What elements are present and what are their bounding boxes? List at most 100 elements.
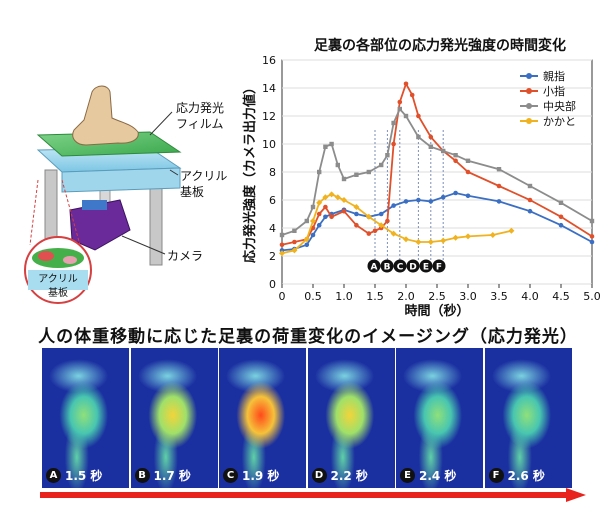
data-point bbox=[323, 144, 328, 149]
x-axis-label: 時間（秒） bbox=[404, 303, 469, 319]
x-tick-label: 4.5 bbox=[552, 290, 570, 303]
data-point bbox=[372, 228, 378, 234]
data-point bbox=[453, 158, 458, 164]
inset-label-2: 基板 bbox=[48, 286, 68, 299]
panel-label: E 2.4 秒 bbox=[400, 467, 456, 484]
data-point bbox=[416, 134, 421, 140]
y-tick-label: 14 bbox=[262, 82, 276, 95]
y-tick-label: 12 bbox=[262, 110, 276, 123]
panel-label: B 1.7 秒 bbox=[134, 467, 191, 484]
footprint-panel-d: D 2.2 秒 bbox=[307, 348, 395, 488]
panel-label: A 1.5 秒 bbox=[46, 467, 102, 484]
data-point bbox=[465, 169, 471, 175]
data-point bbox=[465, 193, 471, 199]
data-point bbox=[279, 232, 285, 238]
film-label-1: 応力発光 bbox=[176, 101, 224, 115]
data-point bbox=[391, 120, 396, 126]
panel-time: 2.2 秒 bbox=[330, 469, 368, 483]
data-point bbox=[390, 230, 397, 237]
data-point bbox=[558, 214, 564, 220]
panel-time: 2.6 秒 bbox=[507, 469, 545, 483]
x-tick-label: 2.0 bbox=[397, 290, 415, 303]
data-point bbox=[304, 242, 310, 248]
data-point bbox=[310, 204, 316, 210]
data-point bbox=[508, 227, 515, 234]
camera bbox=[69, 199, 131, 251]
marker-badge-label: A bbox=[371, 263, 378, 273]
data-point bbox=[341, 208, 347, 214]
data-point bbox=[465, 158, 471, 163]
data-point bbox=[354, 172, 359, 177]
panel-letter: A bbox=[46, 468, 61, 483]
data-point bbox=[427, 239, 434, 245]
marker-badge bbox=[393, 259, 407, 273]
inset-acrylic bbox=[28, 270, 88, 290]
data-point bbox=[440, 237, 447, 244]
inset-label-1: アクリル bbox=[38, 273, 78, 285]
acrylic-label-1: アクリル bbox=[180, 169, 227, 183]
data-point bbox=[310, 232, 316, 238]
acrylic-leader bbox=[169, 169, 179, 176]
x-tick-label: 5.0 bbox=[583, 290, 601, 303]
y-tick-label: 6 bbox=[269, 194, 276, 207]
data-point bbox=[452, 234, 459, 241]
marker-badge-label: D bbox=[409, 263, 416, 273]
data-point bbox=[403, 81, 409, 87]
panel-letter: B bbox=[134, 468, 150, 483]
legend-label: 中央部 bbox=[543, 99, 576, 113]
x-tick-label: 3.5 bbox=[490, 290, 508, 303]
marker-badge bbox=[406, 259, 420, 273]
inset-connector-right bbox=[61, 179, 81, 246]
data-point bbox=[403, 236, 409, 243]
camera-top bbox=[82, 200, 107, 210]
data-point bbox=[354, 211, 359, 217]
inset-glow-spot-2 bbox=[63, 256, 77, 264]
panel-label: C 1.9 秒 bbox=[223, 467, 279, 484]
data-point bbox=[316, 222, 322, 228]
data-point bbox=[527, 208, 533, 214]
data-point bbox=[354, 222, 359, 228]
data-point bbox=[279, 250, 285, 257]
imaging-subtitle: 人の体重移動に応じた足裏の荷重変化のイメージング（応力発光） bbox=[38, 327, 578, 347]
data-point bbox=[428, 144, 433, 149]
legend-swatch-marker bbox=[526, 103, 532, 109]
marker-badge-label: E bbox=[423, 263, 429, 273]
legend-label: 小指 bbox=[543, 84, 565, 98]
film-leader bbox=[149, 111, 173, 136]
panel-time: 1.9 秒 bbox=[242, 469, 280, 483]
panel-letter: C bbox=[223, 468, 238, 483]
data-point bbox=[341, 176, 347, 182]
data-point bbox=[409, 92, 415, 98]
data-point bbox=[323, 204, 328, 210]
x-tick-label: 0 bbox=[279, 290, 286, 303]
time-arrow-shaft bbox=[40, 492, 568, 498]
marker-badge bbox=[432, 259, 446, 273]
stress-luminescence-chart: 足裏の各部位の応力発光強度の時間変化 0 2 4 6 8 10 12 14 16 0 0.5 1.0… bbox=[242, 37, 601, 319]
marker-badge bbox=[380, 259, 394, 273]
data-point bbox=[378, 211, 384, 217]
y-tick-label: 4 bbox=[269, 222, 276, 235]
panel-time: 1.5 秒 bbox=[65, 469, 103, 483]
data-point bbox=[366, 169, 371, 175]
data-point bbox=[403, 199, 409, 204]
footprint-panel-c: C 1.9 秒 bbox=[219, 348, 306, 488]
data-point bbox=[453, 190, 458, 196]
data-point bbox=[303, 236, 310, 243]
x-tick-label: 1.5 bbox=[366, 290, 384, 303]
foot-illustration bbox=[72, 85, 139, 146]
data-point bbox=[323, 214, 328, 220]
x-tick-label: 3.0 bbox=[459, 290, 477, 303]
x-tick-label: 0.5 bbox=[304, 290, 322, 303]
footprint-panel-f: F 2.6 秒 bbox=[484, 348, 572, 488]
panel-time: 2.4 秒 bbox=[419, 469, 457, 483]
footprint-panel-b: B 1.7 秒 bbox=[130, 348, 218, 488]
acrylic-plate-front bbox=[61, 167, 181, 193]
data-point bbox=[527, 197, 533, 203]
data-point bbox=[403, 113, 409, 119]
data-point bbox=[416, 197, 421, 203]
y-tick-label: 10 bbox=[262, 138, 276, 151]
marker-badge-label: F bbox=[436, 263, 442, 273]
marker-badge-label: B bbox=[384, 263, 391, 273]
data-point bbox=[441, 148, 446, 154]
data-point bbox=[391, 203, 396, 208]
